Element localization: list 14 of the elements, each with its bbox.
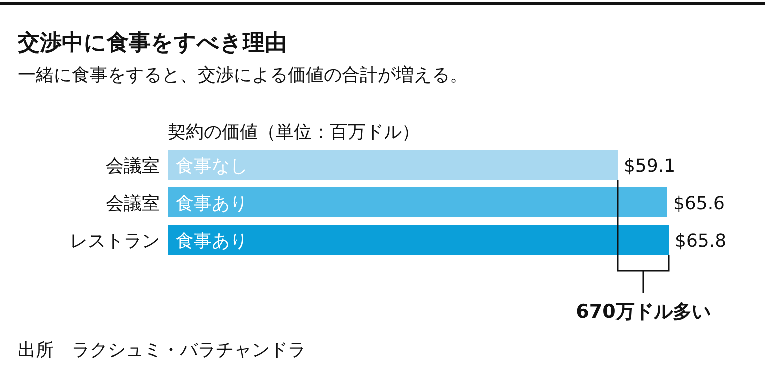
data-label: $65.6 (673, 194, 726, 214)
data-label: $65.8 (675, 231, 727, 252)
text: 670万ドル多い (576, 301, 711, 323)
y-tick-label: レストラン (70, 231, 160, 252)
data-label: $59.1 (624, 156, 676, 177)
chart-subtitle: 一緒に食事をすると、交渉による価値の合計が増える。 (18, 65, 468, 86)
annotation: 食事あり (176, 231, 248, 252)
chart-title: 交渉中に食事をすべき理由 (17, 30, 287, 56)
y-tick-label: 会議室 (106, 194, 160, 214)
text: 食事なし (176, 156, 248, 177)
text: 出所 ラクシュミ・バラチャンドラ (18, 340, 306, 361)
x-axis-title: 契約の価値（単位：百万ドル） (168, 122, 420, 143)
annotation: 食事あり (176, 194, 248, 214)
y-tick-label: 会議室 (106, 156, 160, 177)
